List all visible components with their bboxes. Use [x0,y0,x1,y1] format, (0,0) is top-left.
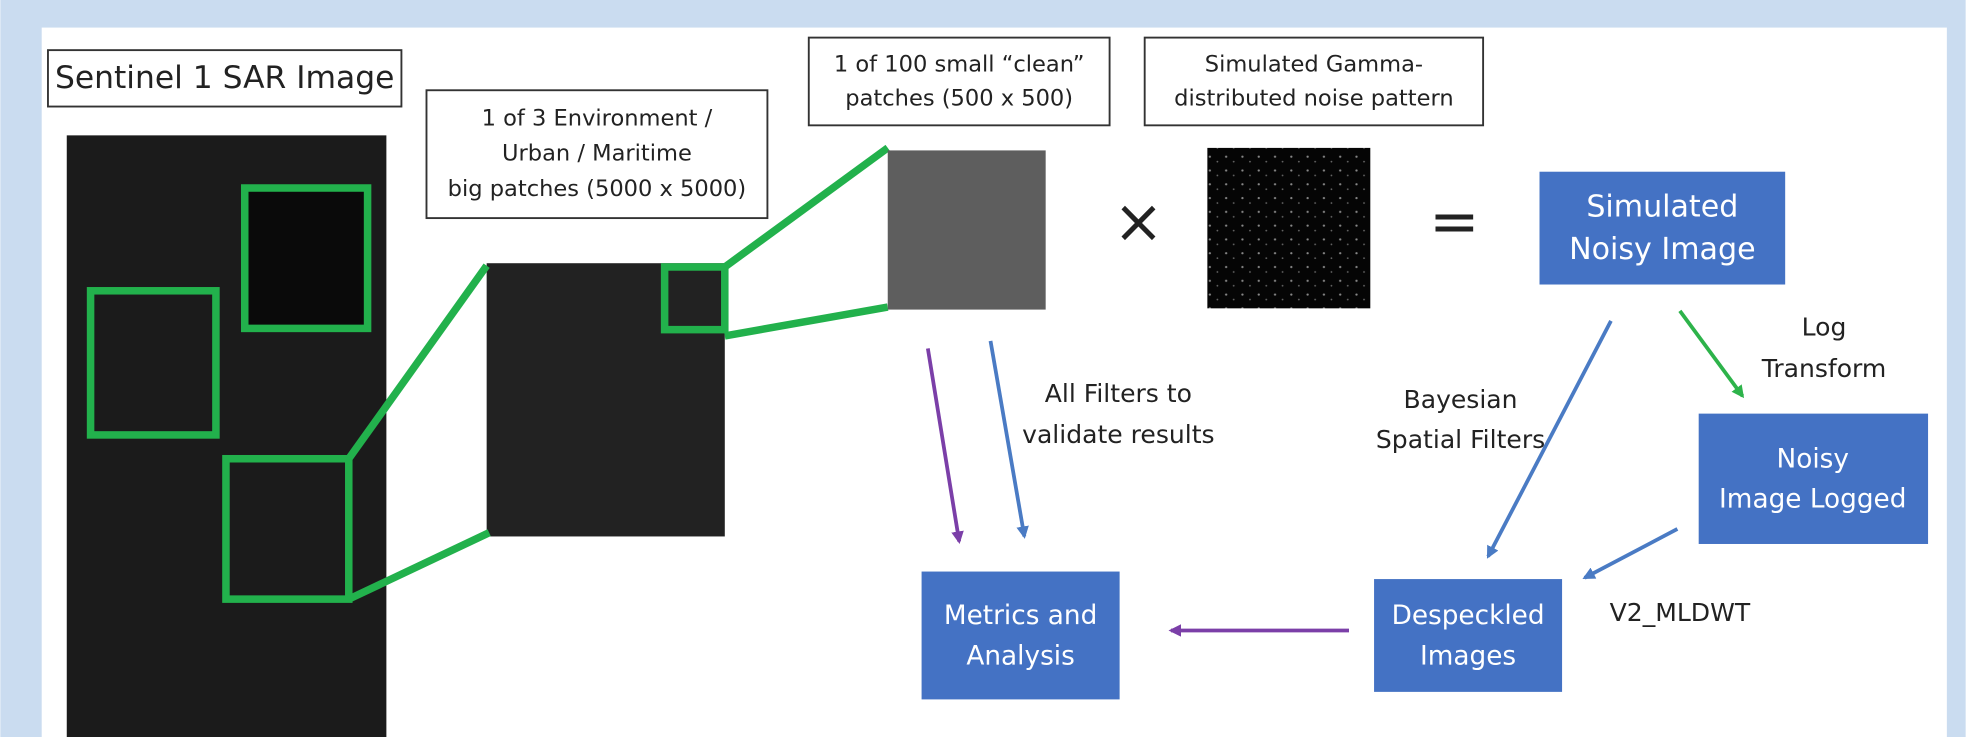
node-label: Despeckled [1392,601,1545,631]
node: Simulated Noisy Image [1540,172,1786,285]
node-label: Noisy Image [1569,232,1756,267]
edge-label: Transform [1761,354,1887,383]
big-patch-label: Urban / Maritime [502,141,692,167]
node-label: Image Logged [1719,485,1906,515]
node-label: Analysis [966,641,1074,671]
edge-label: validate results [1022,420,1214,449]
node-label: Noisy [1777,444,1849,474]
small-patch-image [888,150,1046,309]
node-box [1699,414,1928,544]
node-label: Metrics and [944,601,1097,631]
small-patch-label: 1 of 100 small “clean” [834,52,1085,78]
sar-water [245,188,368,328]
edge-label: Spatial Filters [1376,425,1545,454]
node-label: Simulated [1586,190,1738,225]
edge-label: All Filters to [1045,379,1192,408]
source-label: Sentinel 1 SAR Image [55,60,394,96]
node-label: Images [1420,641,1516,671]
noise-label: Simulated Gamma- [1205,52,1423,78]
node-box [922,572,1120,700]
node: Despeckled Images [1374,579,1562,692]
node-box [1374,579,1562,692]
small-patch-label: patches (500 x 500) [845,86,1073,112]
edge-label: Bayesian [1404,385,1518,414]
operator: = [1429,187,1479,257]
noise-image [1207,148,1370,308]
big-patch-image [487,263,725,536]
edge-label: Log [1802,312,1847,341]
big-patch-label: 1 of 3 Environment / [482,106,713,132]
edge-label: V2_MLDWT [1610,598,1751,627]
operator: × [1113,187,1163,257]
node: Metrics and Analysis [922,572,1120,700]
diagram: Sentinel 1 SAR Image 1 of 3 Environment … [0,0,1966,737]
noise-label: distributed noise pattern [1174,86,1453,112]
big-patch-label: big patches (5000 x 5000) [448,176,747,202]
node: Noisy Image Logged [1699,414,1928,544]
